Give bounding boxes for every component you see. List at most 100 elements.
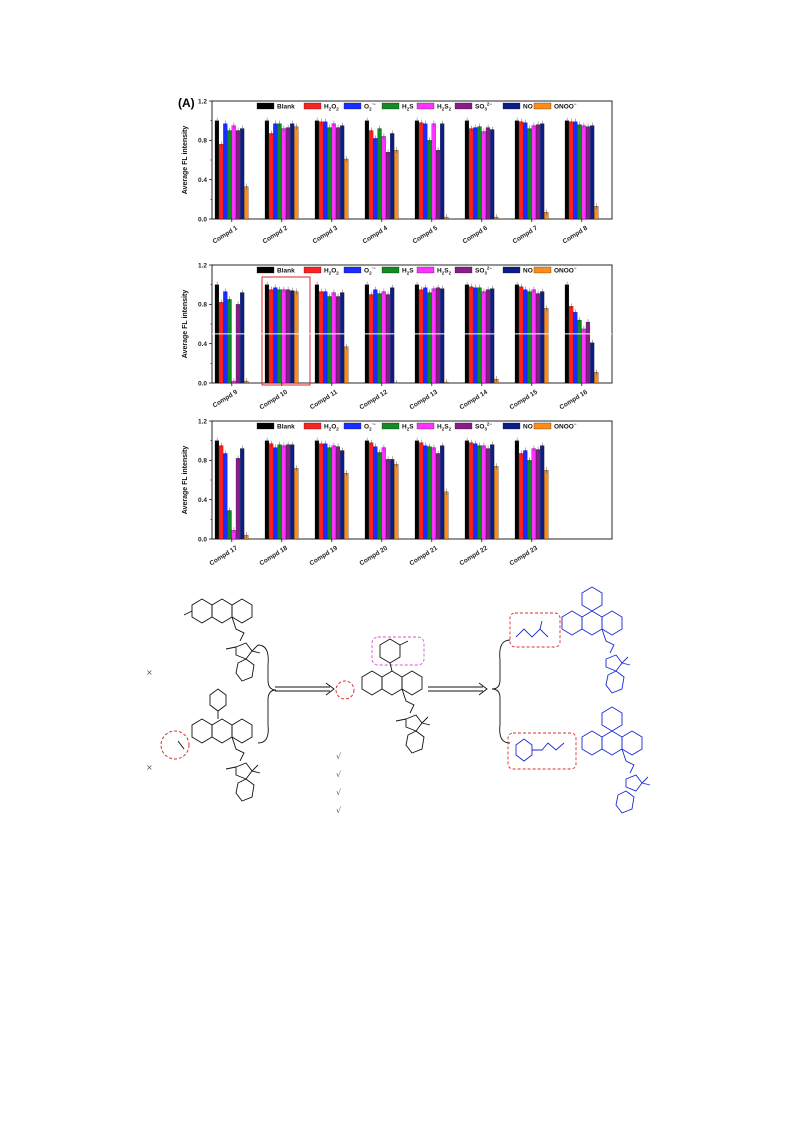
bar (219, 144, 224, 220)
bar (531, 125, 536, 220)
bar (573, 121, 578, 220)
highlight-circle-center (335, 680, 355, 700)
bar (473, 287, 478, 384)
legend-label: H2S2 (437, 104, 452, 112)
bar (285, 444, 291, 540)
bar (385, 294, 391, 384)
bar (340, 125, 345, 220)
bar (323, 443, 328, 540)
legend-swatch (533, 102, 552, 110)
bar (240, 292, 245, 384)
legend-label: H2S (402, 104, 414, 112)
bar (485, 448, 491, 540)
bar (223, 291, 228, 384)
y-tick-label: 0.8 (198, 302, 207, 309)
bar (273, 447, 278, 540)
bar (294, 291, 299, 384)
x-tick-label: Compd 1 (212, 225, 240, 246)
bar (585, 321, 591, 384)
x-tick-label: Compd 4 (362, 225, 390, 246)
bar (369, 130, 374, 220)
legend-swatch (502, 422, 521, 430)
bar-chart-3: 0.0 0.4 0.8 1.2 Average FL intensity Compd 17… (182, 418, 613, 568)
bar (577, 124, 582, 220)
legend-swatch (533, 422, 552, 430)
legend-label: Blank (277, 268, 295, 275)
bar (427, 292, 432, 384)
legend-label: NO (523, 104, 533, 111)
bar (540, 123, 545, 220)
y-tick-label: 1.2 (198, 418, 207, 425)
legend-label: SO32− (475, 266, 492, 276)
bar (464, 440, 470, 540)
right-brace (491, 639, 511, 744)
bar (314, 120, 320, 220)
bar (277, 289, 282, 384)
bar (281, 289, 286, 384)
x-tick-label: Compd 17 (209, 545, 240, 568)
reaction-scheme (160, 586, 651, 814)
bar (494, 466, 499, 540)
bar (340, 292, 345, 384)
bar (477, 126, 482, 220)
x-tick-label: Compd 11 (309, 389, 339, 412)
bar (290, 290, 295, 384)
y-tick-label: 0.4 (198, 497, 207, 504)
bar (381, 447, 386, 540)
bar (264, 120, 270, 220)
bar (290, 444, 295, 540)
bar (235, 304, 241, 384)
arrow-2 (428, 682, 488, 696)
legend-swatch (454, 102, 473, 110)
bar (490, 444, 495, 540)
legend-swatch (416, 266, 435, 274)
bar (481, 291, 486, 384)
x-tick-label: Compd 2 (262, 225, 290, 246)
bar (414, 440, 420, 540)
legend: Blank H2O2 O2·− H2S H2S2 SO32− NO ONOO− (256, 102, 577, 112)
x-tick-label: Compd 9 (212, 389, 240, 410)
legend-label: H2S (402, 424, 414, 432)
bar (590, 342, 595, 384)
bar (440, 123, 445, 220)
bar (481, 445, 486, 540)
bar (227, 299, 232, 384)
highlight-box (261, 276, 311, 386)
bar (573, 312, 578, 384)
y-tick-label: 0.0 (198, 216, 207, 223)
bar (523, 122, 528, 220)
bar (327, 127, 332, 220)
bar (331, 445, 336, 540)
bar (344, 346, 349, 384)
bar (231, 125, 236, 220)
bar (294, 126, 299, 220)
bar (390, 459, 395, 540)
x-tick-label: Compd 14 (459, 389, 490, 412)
bar (435, 453, 441, 540)
bar (219, 302, 224, 384)
bar (431, 447, 436, 540)
bar (523, 289, 528, 384)
bar (585, 126, 591, 220)
check-mark: √ (336, 752, 342, 761)
bar (327, 447, 332, 540)
x-tick-label: Compd 6 (462, 225, 490, 246)
legend-label: O2·− (364, 102, 376, 112)
bar (323, 121, 328, 220)
bar (473, 443, 478, 540)
check-mark: √ (336, 770, 342, 779)
x-tick-label: Compd 20 (359, 545, 390, 568)
bar (535, 293, 541, 384)
arrow-1 (275, 682, 335, 696)
bar (290, 123, 295, 220)
bar (394, 150, 399, 220)
bar (335, 296, 341, 384)
bar (469, 128, 474, 220)
y-tick-label: 0.8 (198, 138, 207, 145)
bar (440, 445, 445, 540)
bar (419, 442, 424, 540)
bar (469, 442, 474, 540)
bar (219, 445, 224, 540)
legend-swatch (256, 266, 275, 274)
